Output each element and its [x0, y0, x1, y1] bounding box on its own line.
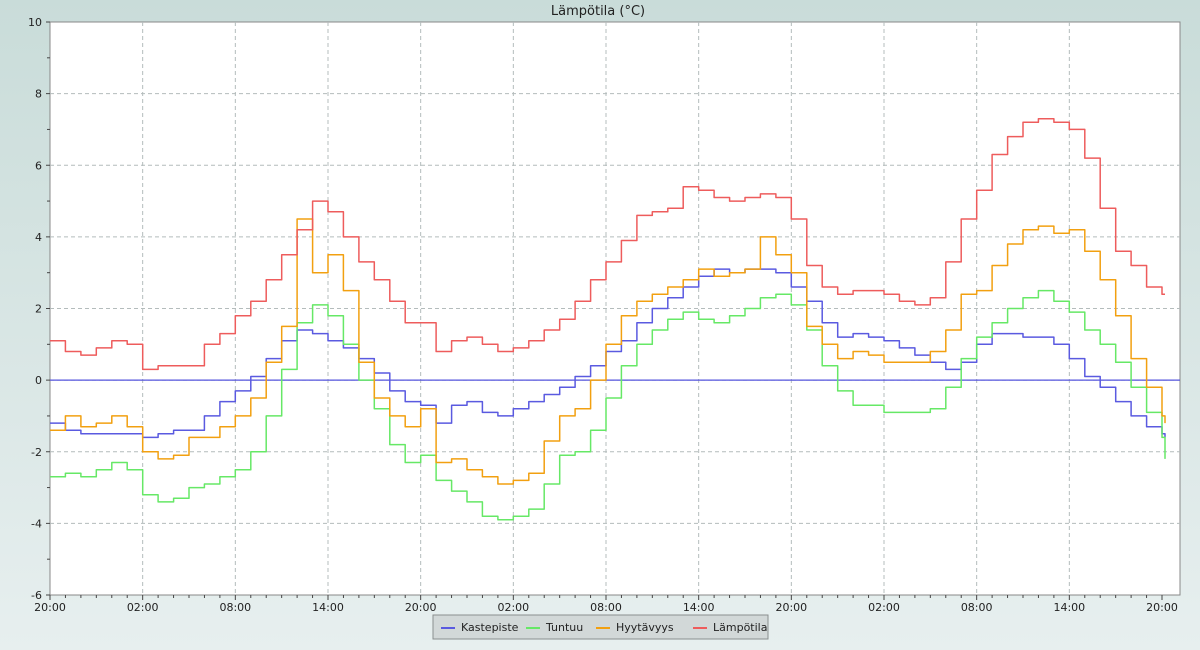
x-tick-label: 02:00: [497, 601, 529, 614]
series-line-2: [50, 218, 1166, 485]
x-tick-label: 14:00: [683, 601, 715, 614]
series-line-1: [50, 289, 1166, 521]
x-tick-label: 20:00: [405, 601, 437, 614]
chart-title: Lämpötila (°C): [551, 4, 645, 19]
legend-label-3: Lämpötila: [713, 621, 767, 634]
x-tick-label: 20:00: [1146, 601, 1178, 614]
x-tick-label: 08:00: [961, 601, 993, 614]
x-tick-label: 08:00: [219, 601, 251, 614]
x-tick-label: 02:00: [868, 601, 900, 614]
y-tick-label: 8: [35, 88, 42, 101]
y-tick-label: 10: [28, 16, 42, 29]
x-tick-label: 02:00: [127, 601, 159, 614]
y-tick-label: 0: [35, 374, 42, 387]
legend-label-0: Kastepiste: [461, 621, 519, 634]
legend: Kastepiste Tuntuu Hyytävyys Lämpötila: [432, 614, 769, 640]
y-tick-label: 4: [35, 231, 42, 244]
x-tick-label: 20:00: [34, 601, 66, 614]
series-line-3: [50, 117, 1165, 371]
x-tick-label: 14:00: [1053, 601, 1085, 614]
y-tick-label: -4: [31, 517, 42, 530]
y-tick-label: 6: [35, 159, 42, 172]
plot-area: -6 -4 -2 0 2 4 6 8 10 20:00 02:00 08:00 14:00 20:00 02…: [28, 16, 1181, 614]
legend-label-1: Tuntuu: [545, 621, 583, 634]
legend-label-2: Hyytävyys: [616, 621, 674, 634]
x-tick-label: 14:00: [312, 601, 344, 614]
y-tick-label: -2: [31, 446, 42, 459]
x-tick-label: 20:00: [775, 601, 807, 614]
y-tick-label: -6: [31, 589, 42, 602]
y-tick-label: 2: [35, 303, 42, 316]
x-tick-label: 08:00: [590, 601, 622, 614]
